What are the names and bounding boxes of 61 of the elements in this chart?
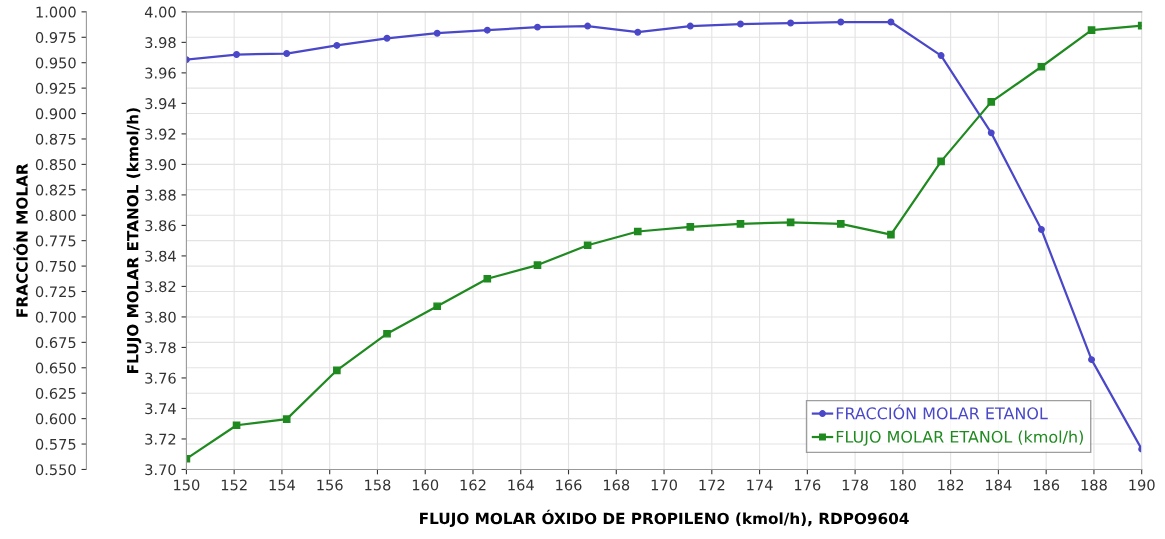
y-tick-label: 1.000 [36,6,76,18]
y2-tick-label: 3.92 [145,128,176,140]
x-tick-label: 176 [795,479,821,491]
y-tick-label: 0.775 [35,235,76,247]
y2-tick-label: 3.88 [145,189,176,201]
y-tick-label: 0.950 [35,57,76,69]
y-tick-label: 0.700 [35,311,76,323]
y2-tick-label: 3.82 [145,281,176,293]
x-tick-label: 170 [651,479,677,491]
x-tick-label: 190 [1129,479,1155,491]
y2-tick-label: 3.86 [145,220,176,232]
y2-tick-label: 4.00 [144,6,176,18]
x-tick-label: 180 [890,479,916,491]
y2-tick-label: 3.96 [145,67,176,79]
x-tick-label: 164 [508,479,534,491]
x-tick-label: 172 [699,479,725,491]
x-tick-label: 188 [1081,479,1107,491]
y-tick-label: 0.900 [35,108,76,120]
x-tick-label: 156 [317,479,343,491]
y2-axis-title: FLUJO MOLAR ETANOL (kmol/h) [126,108,142,373]
y-tick-label: 0.875 [35,133,76,145]
legend-label: FRACCIÓN MOLAR ETANOL [836,404,1048,420]
y-axis-title: FRACCIÓN MOLAR [13,163,28,317]
y-tick-label: 0.725 [35,286,76,298]
y2-tick-label: 3.76 [145,372,176,384]
y-tick-label: 0.575 [35,438,76,450]
x-tick-label: 182 [938,479,964,491]
y2-tick-label: 3.90 [145,159,176,171]
y2-tick-label: 3.72 [145,433,176,445]
y-tick-label: 0.550 [35,464,76,476]
y2-tick-label: 3.70 [145,464,176,476]
x-tick-label: 150 [174,479,200,491]
x-tick-label: 166 [556,479,582,491]
x-tick-label: 178 [842,479,869,491]
x-tick-label: 184 [986,479,1012,491]
x-tick-label: 168 [603,479,630,491]
y-tick-label: 0.650 [35,362,76,374]
x-axis-title: FLUJO MOLAR ÓXIDO DE PROPILENO (kmol/h), RDPO9604 [420,509,909,528]
y-tick-label: 0.750 [35,260,76,272]
x-tick-label: 174 [747,479,773,491]
y-tick-label: 0.600 [35,413,76,425]
y-tick-label: 0.850 [35,159,76,171]
x-tick-label: 186 [1033,479,1060,491]
x-tick-label: 162 [460,479,486,491]
y-tick-label: 0.825 [35,184,76,196]
y2-tick-label: 3.84 [145,250,176,262]
y2-tick-label: 3.94 [145,98,176,110]
y2-tick-label: 3.74 [145,403,176,415]
x-tick-label: 160 [412,479,439,491]
y2-tick-label: 3.80 [145,311,176,323]
y-tick-label: 0.925 [35,82,76,94]
x-tick-label: 158 [365,479,391,491]
x-tick-label: 154 [269,479,296,491]
y-tick-label: 0.625 [35,387,76,399]
y-tick-label: 0.675 [35,337,76,349]
y2-tick-label: 3.78 [145,342,176,354]
y2-tick-label: 3.98 [145,37,176,49]
y-tick-label: 0.975 [35,32,76,44]
y-tick-label: 0.800 [35,209,76,221]
x-tick-label: 152 [221,479,247,491]
legend-label: FLUJO MOLAR ETANOL (kmol/h) [836,430,1083,446]
